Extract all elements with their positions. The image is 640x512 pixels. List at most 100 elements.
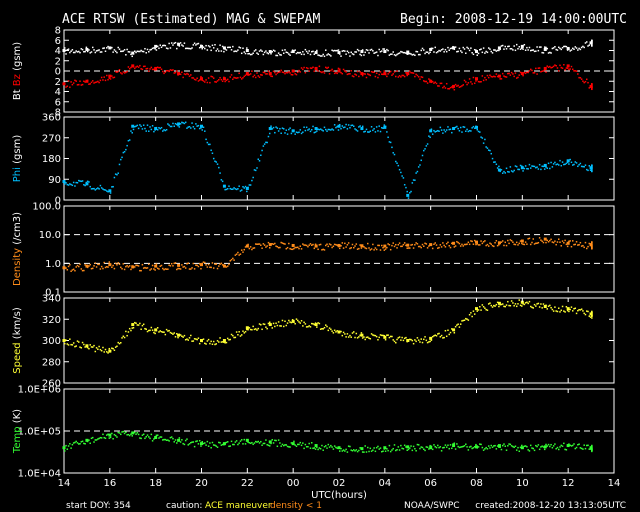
data-point <box>167 69 169 72</box>
data-point <box>174 122 177 125</box>
data-point <box>591 164 593 166</box>
data-point <box>463 48 466 50</box>
data-point <box>263 143 266 145</box>
data-point <box>235 253 238 255</box>
data-point <box>587 45 589 47</box>
y-tick-label: 100.0 <box>32 202 61 213</box>
data-point <box>116 264 118 266</box>
data-point <box>415 450 417 452</box>
data-point <box>400 444 402 447</box>
data-point <box>347 51 350 54</box>
data-point <box>128 265 131 267</box>
data-point <box>172 44 174 46</box>
data-point <box>341 242 344 244</box>
data-point <box>176 333 178 335</box>
data-point <box>216 48 219 50</box>
data-point <box>529 167 532 169</box>
data-point <box>426 143 429 145</box>
data-point <box>286 133 289 135</box>
data-point <box>577 444 579 446</box>
data-point <box>468 446 471 448</box>
data-point <box>360 54 363 57</box>
data-point <box>588 165 591 167</box>
data-point <box>155 68 158 71</box>
x-axis: 14 16 18 20 22 00 02 04 06 08 10 12 14 <box>58 30 620 489</box>
data-point <box>563 163 565 166</box>
data-point <box>318 322 321 325</box>
data-point <box>308 325 310 327</box>
data-point <box>543 237 547 241</box>
data-point <box>220 262 223 265</box>
data-point <box>137 433 140 436</box>
data-point <box>186 72 188 75</box>
data-point <box>290 132 293 135</box>
data-point <box>395 341 397 344</box>
data-point <box>192 44 195 46</box>
data-point <box>69 264 71 266</box>
data-point <box>64 183 66 185</box>
data-point <box>375 446 378 449</box>
data-point <box>549 65 551 68</box>
data-point <box>386 246 388 249</box>
data-point <box>148 436 150 438</box>
data-point <box>520 239 524 243</box>
data-point <box>377 76 379 79</box>
data-point <box>453 246 456 248</box>
data-point <box>155 126 158 129</box>
data-point <box>120 433 122 436</box>
data-point <box>150 433 153 436</box>
data-point <box>459 126 462 129</box>
data-point <box>74 51 76 54</box>
data-point <box>244 246 247 248</box>
data-point <box>145 267 147 269</box>
data-point <box>429 340 431 343</box>
data-point <box>364 130 366 133</box>
data-point <box>261 328 263 331</box>
data-point <box>233 336 235 339</box>
data-point <box>293 51 295 53</box>
data-point <box>81 341 84 344</box>
data-point <box>545 71 547 73</box>
data-point <box>476 79 478 81</box>
data-point <box>263 244 266 246</box>
data-point <box>398 449 401 451</box>
data-point <box>184 47 187 50</box>
data-point <box>178 72 181 75</box>
data-point <box>90 437 93 440</box>
data-point <box>480 240 482 242</box>
data-point <box>289 247 291 250</box>
data-point <box>496 49 499 52</box>
data-point <box>252 176 254 179</box>
data-point <box>457 323 459 325</box>
data-point <box>393 340 396 343</box>
data-point <box>178 437 181 439</box>
data-point <box>336 447 338 449</box>
data-point <box>120 341 122 344</box>
y-axis-label: Temp (K) <box>12 409 23 454</box>
data-point <box>293 247 295 250</box>
data-point <box>215 81 218 83</box>
data-point <box>137 50 140 53</box>
data-point <box>156 45 159 48</box>
data-point <box>452 443 454 445</box>
data-point <box>349 55 351 57</box>
data-point <box>448 447 450 450</box>
data-point <box>121 337 123 339</box>
data-point <box>423 338 425 341</box>
data-point <box>475 445 478 449</box>
data-point <box>473 446 476 448</box>
data-point <box>513 446 515 449</box>
data-point <box>261 74 263 76</box>
data-point <box>336 244 338 246</box>
data-point <box>228 445 230 448</box>
data-point <box>363 451 365 453</box>
data-point <box>202 46 205 48</box>
data-point <box>542 165 545 168</box>
data-point <box>578 47 580 50</box>
data-point <box>212 267 215 269</box>
data-point <box>442 86 444 89</box>
data-point <box>174 439 177 441</box>
data-point <box>284 49 286 51</box>
chart-title: ACE RTSW (Estimated) MAG & SWEPAM <box>62 12 320 27</box>
